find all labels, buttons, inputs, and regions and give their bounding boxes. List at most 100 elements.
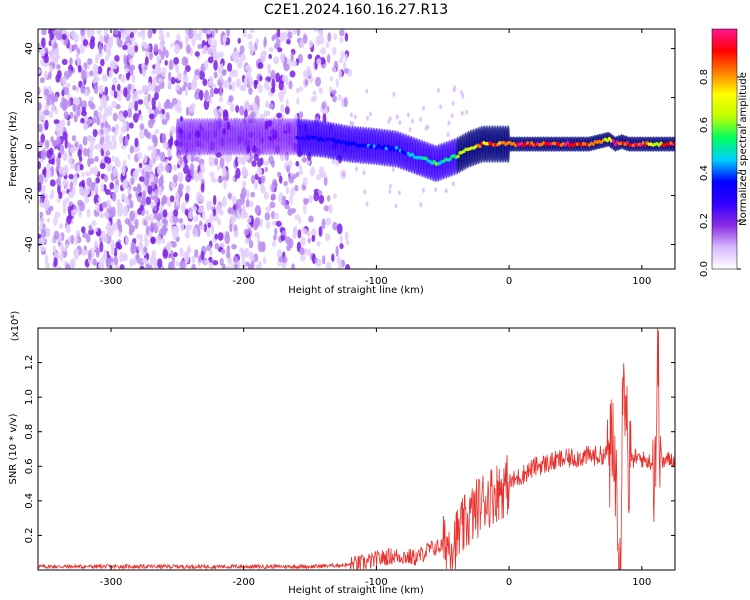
spectrogram-noise-cell xyxy=(104,86,109,97)
spectrogram-noise-cell xyxy=(148,230,153,239)
spectrogram-noise-cell xyxy=(345,239,350,245)
snr-x-axis: -300 -200 -100 0 100 xyxy=(100,328,651,588)
spectrogram-y-axis: -40 -20 0 20 40 xyxy=(24,42,675,253)
spectrogram-noise-cell xyxy=(61,58,68,66)
spectrogram-noise-cell xyxy=(154,91,159,101)
spectrogram-noise-cell xyxy=(150,236,156,245)
spectrogram-noise-cell xyxy=(422,105,426,111)
spectrogram-noise-cell xyxy=(154,64,161,75)
spectrogram-noise-cell xyxy=(79,181,84,189)
spectrogram-noise-cell xyxy=(93,84,99,95)
spectrogram-noise-cell xyxy=(98,105,104,112)
spectrogram-noise-cell xyxy=(339,36,344,44)
spectrogram-noise-cell xyxy=(284,75,289,86)
spectrogram-noise-cell xyxy=(214,157,219,166)
spectrogram-noise-cell xyxy=(72,103,77,112)
spectrogram-noise-cell xyxy=(164,59,168,66)
spectrogram-noise-cell xyxy=(343,96,348,108)
spectrogram-noise-cell xyxy=(107,230,114,237)
spectrogram-noise-cell xyxy=(199,225,205,231)
spectrogram-noise-cell xyxy=(286,38,291,45)
spectrogram-noise-cell xyxy=(104,120,109,129)
spectrogram-noise-cell xyxy=(221,69,227,77)
spectrogram-noise-cell xyxy=(89,166,94,175)
spectrogram-noise-cell xyxy=(298,86,304,92)
spectrogram-noise-cell xyxy=(147,81,152,92)
spectrogram-noise-cell xyxy=(226,265,232,269)
spectrogram-noise-cell xyxy=(56,64,61,70)
spectrogram-noise-cell xyxy=(112,76,118,85)
spectrogram-noise-cell xyxy=(271,193,277,201)
spectrogram-noise-cell xyxy=(58,223,64,229)
snr-x-tick-label: -100 xyxy=(365,577,388,588)
spectrogram-noise-cell xyxy=(333,193,337,200)
spectrogram-noise-cell xyxy=(103,144,108,153)
spectrogram-noise-cell xyxy=(94,155,99,163)
spectrogram-noise-cell xyxy=(294,184,299,192)
spectrogram-noise-cell xyxy=(263,160,269,166)
spectrogram-noise-cell xyxy=(141,68,147,78)
spectrogram-noise-cell xyxy=(388,183,392,189)
spectrogram-noise-cell xyxy=(315,76,322,87)
spectrogram-noise-cell xyxy=(153,205,158,211)
spectrogram-noise-cell xyxy=(94,226,98,232)
spectrogram-noise-cell xyxy=(161,218,168,224)
spectrogram-noise-cell xyxy=(226,62,233,72)
spectrogram-noise-cell xyxy=(194,156,200,162)
spectrogram-noise-cell xyxy=(206,200,210,212)
spectrogram-noise-cell xyxy=(127,83,132,91)
spectrogram-noise-cell xyxy=(55,74,61,83)
spectrogram-noise-cell xyxy=(248,87,253,95)
spectrogram-noise-cell xyxy=(311,234,316,243)
spectrogram-noise-cell xyxy=(64,139,69,149)
spectrogram-noise-cell xyxy=(267,110,271,117)
spectrogram-noise-cell xyxy=(132,186,138,192)
snr-series-line xyxy=(38,328,675,570)
snr-y-tick-label: 0.8 xyxy=(24,424,35,440)
spectrogram-noise-cell xyxy=(143,154,148,164)
spectrogram-noise-cell xyxy=(86,177,93,187)
spectrogram-x-tick-label: 0 xyxy=(506,276,512,287)
spectrogram-noise-cell xyxy=(172,252,178,258)
spectrogram-noise-cell xyxy=(450,113,454,119)
spectrogram-noise-cell xyxy=(204,59,209,71)
spectrogram-noise-cell xyxy=(48,111,54,119)
spectrogram-noise-cell xyxy=(310,166,316,177)
spectrogram-noise-cell xyxy=(65,263,71,269)
spectrogram-noise-cell xyxy=(190,102,196,109)
spectrogram-noise-cell xyxy=(147,93,151,102)
spectrogram-noise-cell xyxy=(176,83,180,91)
spectrogram-noise-cell xyxy=(104,156,109,163)
spectrogram-noise-cell xyxy=(288,80,293,90)
snr-y-tick-label: 0.2 xyxy=(24,527,35,543)
spectrogram-noise-cell xyxy=(194,69,200,76)
spectrogram-noise-cell xyxy=(161,225,168,236)
spectrogram-noise-cell xyxy=(185,173,192,183)
spectrogram-noise-cell xyxy=(173,56,179,65)
spectrogram-noise-cell xyxy=(123,55,128,66)
spectrogram-noise-cell xyxy=(67,93,71,100)
spectrogram-noise-cell xyxy=(222,34,227,44)
spectrogram-noise-cell xyxy=(212,194,217,206)
spectrogram-noise-cell xyxy=(226,245,231,254)
spectrogram-noise-cell xyxy=(227,206,233,215)
spectrogram-noise-cell xyxy=(134,100,139,112)
spectrogram-noise-cell xyxy=(89,135,95,146)
spectrogram-noise-cell xyxy=(56,177,61,186)
spectrogram-noise-cell xyxy=(70,234,75,245)
snr-y-tick-label: 0.6 xyxy=(24,458,35,474)
spectrogram-noise-cell xyxy=(113,256,119,266)
spectrogram-noise-cell xyxy=(147,185,153,195)
spectrogram-noise-cell xyxy=(184,230,191,239)
spectrogram-noise-cell xyxy=(268,54,272,60)
spectrogram-noise-cell xyxy=(96,116,100,126)
spectrogram-noise-cell xyxy=(328,203,333,214)
spectrogram-noise-cell xyxy=(271,187,275,193)
spectrogram-noise-cell xyxy=(354,166,358,172)
spectrogram-noise-cell xyxy=(278,175,283,184)
spectrogram-noise-cell xyxy=(281,230,287,237)
spectrogram-noise-cell xyxy=(110,246,115,256)
spectrogram-noise-cell xyxy=(191,78,198,88)
spectrogram-noise-cell xyxy=(253,80,258,90)
spectrogram-noise-cell xyxy=(124,197,130,205)
